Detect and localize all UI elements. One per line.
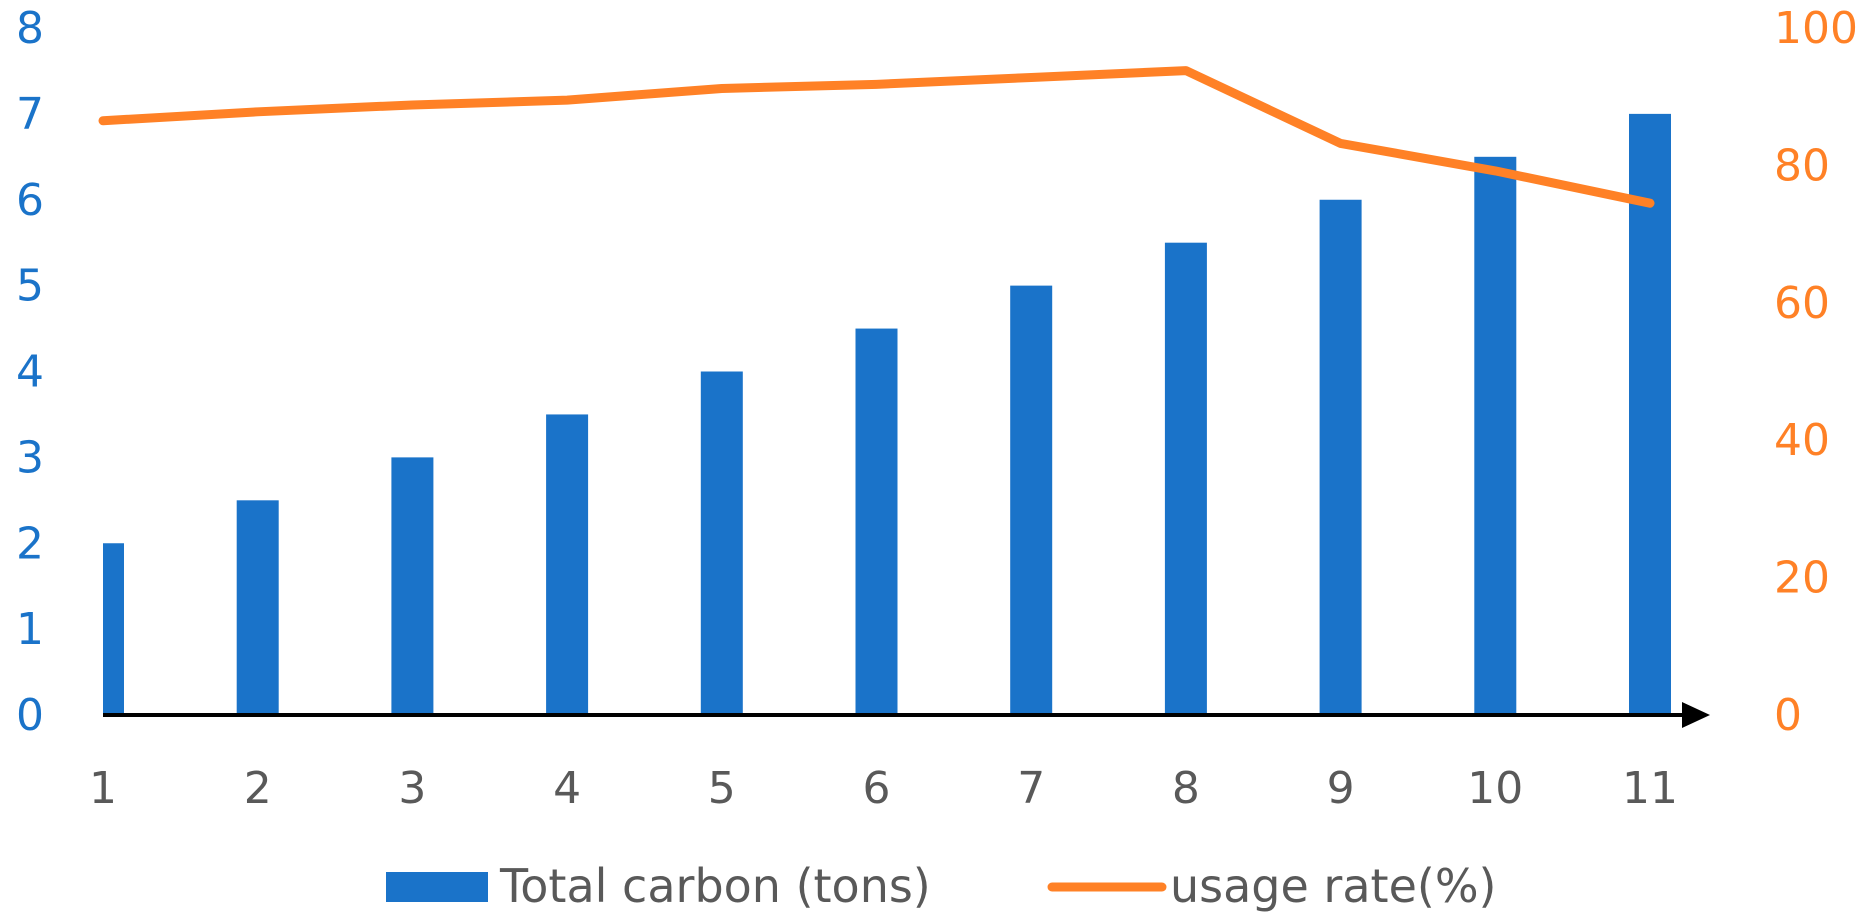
- left-tick-label: 3: [16, 432, 44, 483]
- x-tick-label: 5: [708, 763, 736, 814]
- left-tick-label: 7: [16, 89, 44, 140]
- left-tick-label: 4: [16, 347, 44, 398]
- x-tick-label: 8: [1172, 763, 1200, 814]
- left-tick-label: 8: [16, 3, 44, 54]
- x-tick-label: 2: [244, 763, 272, 814]
- bar: [1474, 156, 1517, 715]
- right-tick-label: 0: [1774, 690, 1802, 741]
- left-tick-label: 6: [16, 175, 44, 226]
- x-axis-arrow: [1682, 702, 1710, 728]
- x-axis: [103, 702, 1710, 728]
- legend-label-bars: Total carbon (tons): [499, 859, 931, 913]
- bar: [855, 328, 898, 715]
- bar: [1319, 199, 1362, 715]
- legend-swatch-bars: [386, 872, 488, 902]
- right-axis-ticks: 0 20 40 60 80 100: [1774, 3, 1858, 741]
- right-tick-label: 60: [1774, 278, 1830, 329]
- bar: [546, 414, 589, 715]
- x-tick-label: 7: [1017, 763, 1045, 814]
- x-axis-ticks: 1 2 3 4 5 6 7 8 9 10 11: [89, 763, 1678, 814]
- left-tick-label: 2: [16, 518, 44, 569]
- left-tick-label: 0: [16, 690, 44, 741]
- right-tick-label: 80: [1774, 140, 1830, 191]
- x-tick-label: 9: [1327, 763, 1355, 814]
- bar: [391, 457, 434, 715]
- x-tick-label: 11: [1622, 763, 1678, 814]
- right-tick-label: 100: [1774, 3, 1858, 54]
- legend: Total carbon (tons) usage rate(%): [386, 859, 1496, 913]
- x-tick-label: 4: [553, 763, 581, 814]
- bar: [1010, 285, 1053, 715]
- bar: [1164, 242, 1207, 715]
- left-tick-label: 5: [16, 261, 44, 312]
- right-tick-label: 40: [1774, 415, 1830, 466]
- bar: [103, 543, 124, 715]
- x-tick-label: 6: [863, 763, 891, 814]
- bar-series: [103, 113, 1671, 715]
- x-tick-label: 10: [1467, 763, 1523, 814]
- right-tick-label: 20: [1774, 553, 1830, 604]
- usage-rate-line: [98, 66, 1655, 208]
- bar: [236, 500, 279, 715]
- left-axis-ticks: 0 1 2 3 4 5 6 7 8: [16, 3, 44, 741]
- bar: [700, 371, 743, 715]
- left-tick-label: 1: [16, 604, 44, 655]
- x-tick-label: 1: [89, 763, 117, 814]
- line-series: [98, 66, 1655, 208]
- bar: [1629, 113, 1671, 715]
- legend-label-line: usage rate(%): [1170, 859, 1496, 913]
- x-tick-label: 3: [398, 763, 426, 814]
